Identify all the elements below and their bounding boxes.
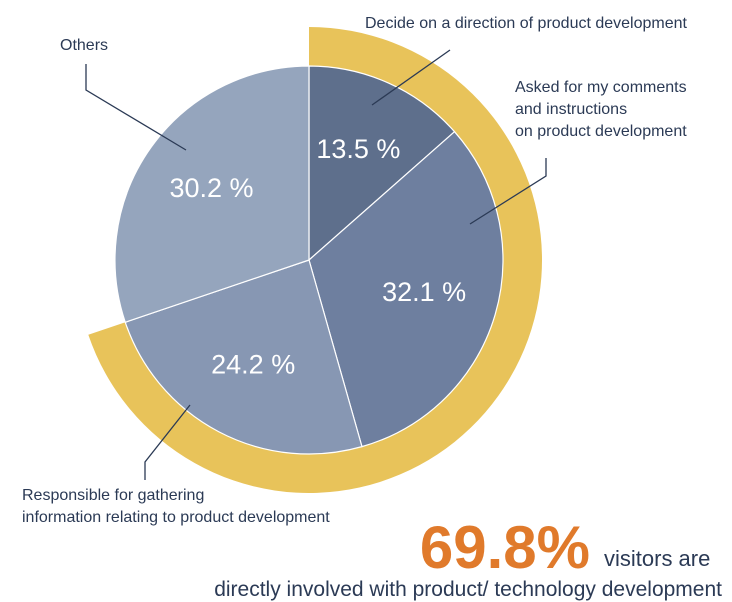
pie-slice bbox=[114, 65, 310, 324]
category-label: and instructions bbox=[515, 101, 627, 118]
labels-group: 13.5 % 32.1 % 24.2 % 30.2 % Decide on a dire… bbox=[22, 15, 688, 526]
leader-line bbox=[371, 49, 451, 106]
category-label: Decide on a direction of product develop… bbox=[365, 15, 688, 32]
value-label: 13.5 % bbox=[316, 134, 400, 164]
value-label: 24.2 % bbox=[211, 349, 295, 379]
pie-slice bbox=[124, 259, 363, 455]
value-label: 30.2 % bbox=[169, 173, 253, 203]
category-label: Others bbox=[60, 37, 108, 54]
highlight-value: 69.8% bbox=[420, 514, 590, 581]
category-label: Asked for my comments bbox=[515, 79, 687, 96]
leader-line bbox=[85, 64, 187, 151]
annotation-subtext: directly involved with product/ technolo… bbox=[214, 578, 722, 601]
leader-line bbox=[469, 158, 547, 225]
category-label: on product development bbox=[515, 123, 687, 140]
pie-slice bbox=[308, 65, 456, 262]
pie-group bbox=[114, 65, 504, 455]
annotation-text: visitors are bbox=[604, 546, 710, 571]
category-label: information relating to product developm… bbox=[22, 509, 330, 526]
category-label: Responsible for gathering bbox=[22, 487, 204, 504]
pie-slice bbox=[308, 130, 504, 448]
value-label: 32.1 % bbox=[382, 277, 466, 307]
leader-line bbox=[144, 404, 191, 480]
